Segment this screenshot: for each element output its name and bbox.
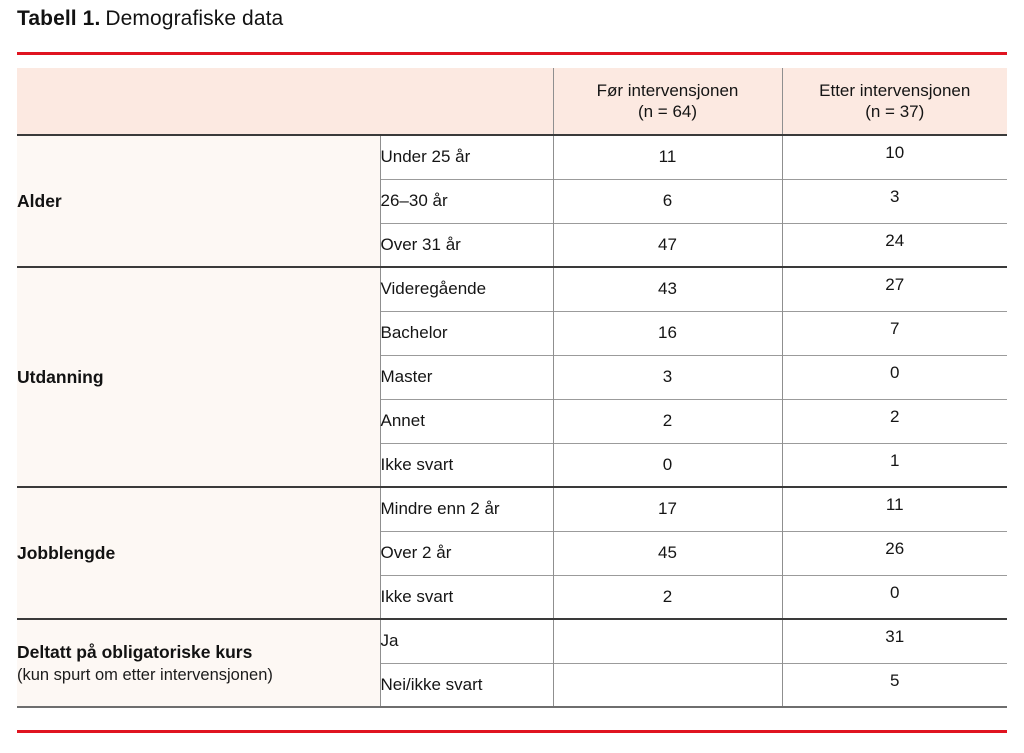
table-row: Utdanning Videregående 43 27 <box>17 266 1007 487</box>
table-row: Bachelor 16 7 <box>17 310 1007 355</box>
subcategory-cell: Over 31 år <box>379 222 553 267</box>
value-cell-after: 24 <box>781 222 1007 267</box>
value-cell-after: 27 <box>781 266 1007 311</box>
header-empty-cell <box>17 68 553 136</box>
value-cell-after: 10 <box>781 134 1007 179</box>
bottom-rule <box>17 730 1007 733</box>
table-row: Nei/ikke svart 5 <box>17 662 1007 707</box>
value-cell-before: 16 <box>552 310 782 355</box>
subcategory-cell: Over 2 år <box>379 530 553 575</box>
value-cell-after: 0 <box>781 574 1007 619</box>
value-cell-before: 17 <box>552 486 782 531</box>
subcategory-cell: Annet <box>379 398 553 443</box>
table-row: Master 3 0 <box>17 354 1007 399</box>
category-cell-kurs: Deltatt på obligatoriske kurs (kun spurt… <box>17 618 380 707</box>
subcategory-cell: Ja <box>379 618 553 663</box>
table-row: Ikke svart 2 0 <box>17 574 1007 619</box>
value-cell-before <box>552 662 782 707</box>
value-cell-before: 0 <box>552 442 782 487</box>
subcategory-cell: Ikke svart <box>379 442 553 487</box>
table-row: Over 2 år 45 26 <box>17 530 1007 575</box>
category-note: (kun spurt om etter intervensjonen) <box>17 665 273 684</box>
value-cell-before: 47 <box>552 222 782 267</box>
column-header-before-line2: (n = 64) <box>637 102 698 121</box>
value-cell-after: 0 <box>781 354 1007 399</box>
subcategory-cell: 26–30 år <box>379 178 553 223</box>
value-cell-after: 11 <box>781 486 1007 531</box>
category-cell-jobblengde: Jobblengde <box>17 486 380 619</box>
value-cell-before: 2 <box>552 574 782 619</box>
table-row: Ikke svart 0 1 <box>17 442 1007 487</box>
value-cell-before: 43 <box>552 266 782 311</box>
subcategory-cell: Mindre enn 2 år <box>379 486 553 531</box>
demographics-table: Før intervensjonen (n = 64) Etter interv… <box>17 68 1007 708</box>
column-header-before-line1: Før intervensjonen <box>596 81 739 100</box>
table-row: Alder Under 25 år 11 10 <box>17 134 1007 267</box>
subcategory-cell: Ikke svart <box>379 574 553 619</box>
value-cell-before: 45 <box>552 530 782 575</box>
table-number-label: Tabell 1. <box>17 7 101 30</box>
column-header-after: Etter intervensjonen (n = 37) <box>781 68 1007 136</box>
value-cell-before: 2 <box>552 398 782 443</box>
table-row: Jobblengde Mindre enn 2 år 17 11 <box>17 486 1007 619</box>
table-header-row: Før intervensjonen (n = 64) Etter interv… <box>17 68 1007 136</box>
table-row: Over 31 år 47 24 <box>17 222 1007 267</box>
subcategory-cell: Bachelor <box>379 310 553 355</box>
column-header-after-line1: Etter intervensjonen <box>819 81 971 100</box>
page-title: Tabell 1. Demografiske data <box>17 6 1007 32</box>
subcategory-cell: Master <box>379 354 553 399</box>
value-cell-after: 7 <box>781 310 1007 355</box>
value-cell-after: 5 <box>781 662 1007 707</box>
top-rule <box>17 52 1007 55</box>
value-cell-after: 2 <box>781 398 1007 443</box>
column-header-after-line2: (n = 37) <box>865 102 925 121</box>
value-cell-after: 31 <box>781 618 1007 663</box>
subcategory-cell: Under 25 år <box>379 134 553 179</box>
value-cell-before: 6 <box>552 178 782 223</box>
subcategory-cell: Videregående <box>379 266 553 311</box>
value-cell-before: 11 <box>552 134 782 179</box>
value-cell-after: 3 <box>781 178 1007 223</box>
table-title-text: Demografiske data <box>105 7 284 30</box>
table-row: Deltatt på obligatoriske kurs (kun spurt… <box>17 618 1007 707</box>
value-cell-before <box>552 618 782 663</box>
table-row: 26–30 år 6 3 <box>17 178 1007 223</box>
value-cell-after: 26 <box>781 530 1007 575</box>
column-header-before: Før intervensjonen (n = 64) <box>552 68 782 136</box>
value-cell-after: 1 <box>781 442 1007 487</box>
category-cell-utdanning: Utdanning <box>17 266 380 487</box>
value-cell-before: 3 <box>552 354 782 399</box>
category-cell-alder: Alder <box>17 134 380 267</box>
table-row: Annet 2 2 <box>17 398 1007 443</box>
subcategory-cell: Nei/ikke svart <box>379 662 553 707</box>
